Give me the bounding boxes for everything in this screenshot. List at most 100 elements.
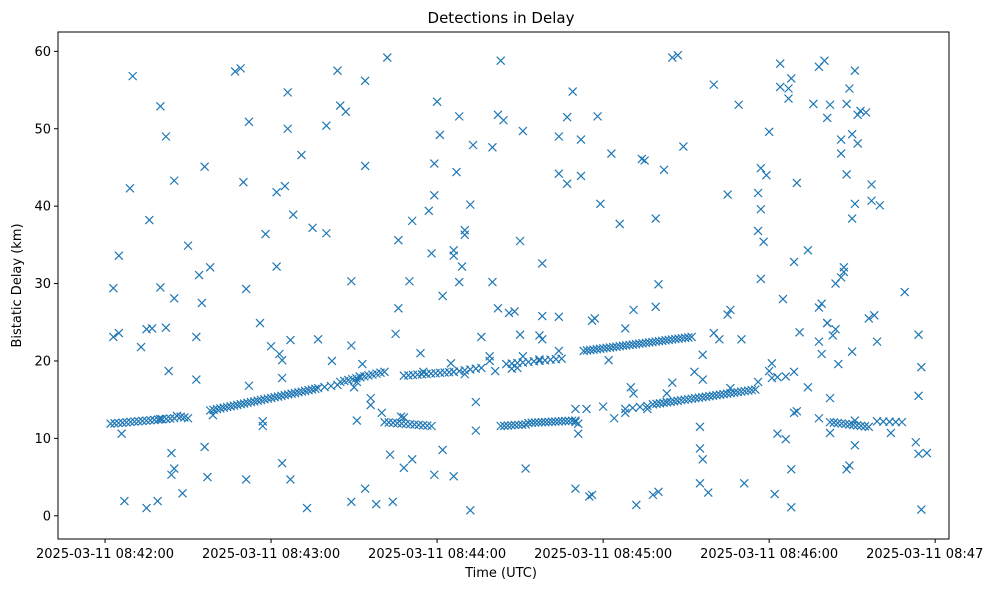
data-point (584, 492, 594, 501)
data-point (775, 59, 785, 69)
data-point (435, 130, 445, 140)
data-point (460, 225, 470, 235)
chart-title: Detections in Delay (428, 9, 575, 27)
data-point (258, 416, 268, 426)
data-point (662, 389, 672, 398)
data-point (155, 101, 165, 111)
data-point (654, 279, 663, 289)
data-point (510, 307, 519, 316)
data-point (157, 414, 167, 424)
data-point (518, 126, 528, 136)
data-point (786, 502, 796, 512)
data-point (683, 394, 693, 404)
data-point (723, 310, 733, 319)
data-point (729, 388, 739, 398)
data-point (429, 190, 439, 200)
data-point (155, 414, 165, 424)
data-point (733, 387, 743, 397)
data-point (629, 305, 638, 315)
data-point (396, 412, 406, 422)
data-point (460, 369, 470, 379)
data-point (349, 382, 359, 392)
data-point (360, 484, 370, 494)
data-point (669, 396, 679, 406)
data-point (277, 355, 287, 365)
data-point (515, 236, 525, 246)
data-point (773, 372, 782, 382)
data-point (471, 426, 481, 436)
data-point (416, 348, 425, 358)
data-point (844, 420, 854, 429)
data-point (270, 392, 280, 402)
data-point (506, 420, 516, 430)
data-point (568, 87, 578, 97)
data-point (321, 121, 331, 131)
data-point (792, 178, 802, 188)
data-point (515, 330, 525, 340)
data-point (540, 417, 550, 427)
data-point (465, 200, 475, 210)
data-point (510, 420, 520, 430)
data-point (266, 393, 276, 403)
data-point (571, 484, 580, 494)
data-point (573, 429, 583, 439)
data-point (872, 337, 882, 347)
data-point (114, 328, 124, 338)
data-point (260, 394, 269, 404)
data-point (346, 341, 356, 350)
data-point (136, 342, 146, 352)
data-point (914, 391, 923, 401)
data-point (773, 429, 782, 439)
data-point (488, 277, 497, 287)
data-point (786, 74, 796, 83)
data-point (161, 323, 171, 333)
data-point (208, 410, 218, 420)
y-tick-label: 50 (34, 122, 51, 137)
data-point (864, 313, 874, 323)
data-point (842, 169, 852, 179)
data-point (488, 142, 497, 152)
data-point (701, 392, 711, 402)
data-point (446, 358, 456, 368)
data-point (110, 418, 119, 428)
data-point (756, 163, 766, 173)
data-point (266, 341, 276, 351)
data-point (429, 470, 439, 480)
data-point (236, 63, 246, 73)
data-point (272, 187, 282, 197)
data-point (202, 472, 212, 482)
data-point (122, 417, 131, 427)
data-point (831, 324, 840, 334)
data-point (191, 375, 201, 384)
data-point (833, 418, 843, 428)
data-point (256, 395, 266, 405)
y-tick-label: 30 (34, 277, 51, 292)
data-point (286, 335, 295, 345)
data-point (280, 390, 290, 400)
data-point (521, 420, 531, 429)
data-point (628, 403, 638, 413)
data-point (642, 401, 652, 411)
x-tick-label: 2025-03-11 08:44:00 (368, 547, 506, 562)
data-point (734, 100, 744, 110)
data-point (274, 349, 284, 359)
data-point (544, 417, 553, 427)
y-tick-label: 10 (34, 432, 51, 447)
data-point (775, 82, 785, 92)
x-tick-label: 2025-03-11 08:43:00 (202, 547, 340, 562)
data-point (853, 139, 863, 148)
data-point (786, 464, 796, 474)
data-point (302, 503, 312, 513)
data-point (197, 298, 207, 308)
data-point (640, 156, 650, 165)
data-point (725, 305, 735, 315)
data-point (725, 383, 735, 393)
data-point (535, 354, 544, 364)
data-point (117, 429, 127, 439)
data-point (784, 84, 793, 93)
data-point (241, 474, 251, 484)
data-point (576, 135, 586, 145)
data-point (764, 127, 774, 137)
data-point (499, 115, 508, 125)
data-point (764, 366, 774, 376)
